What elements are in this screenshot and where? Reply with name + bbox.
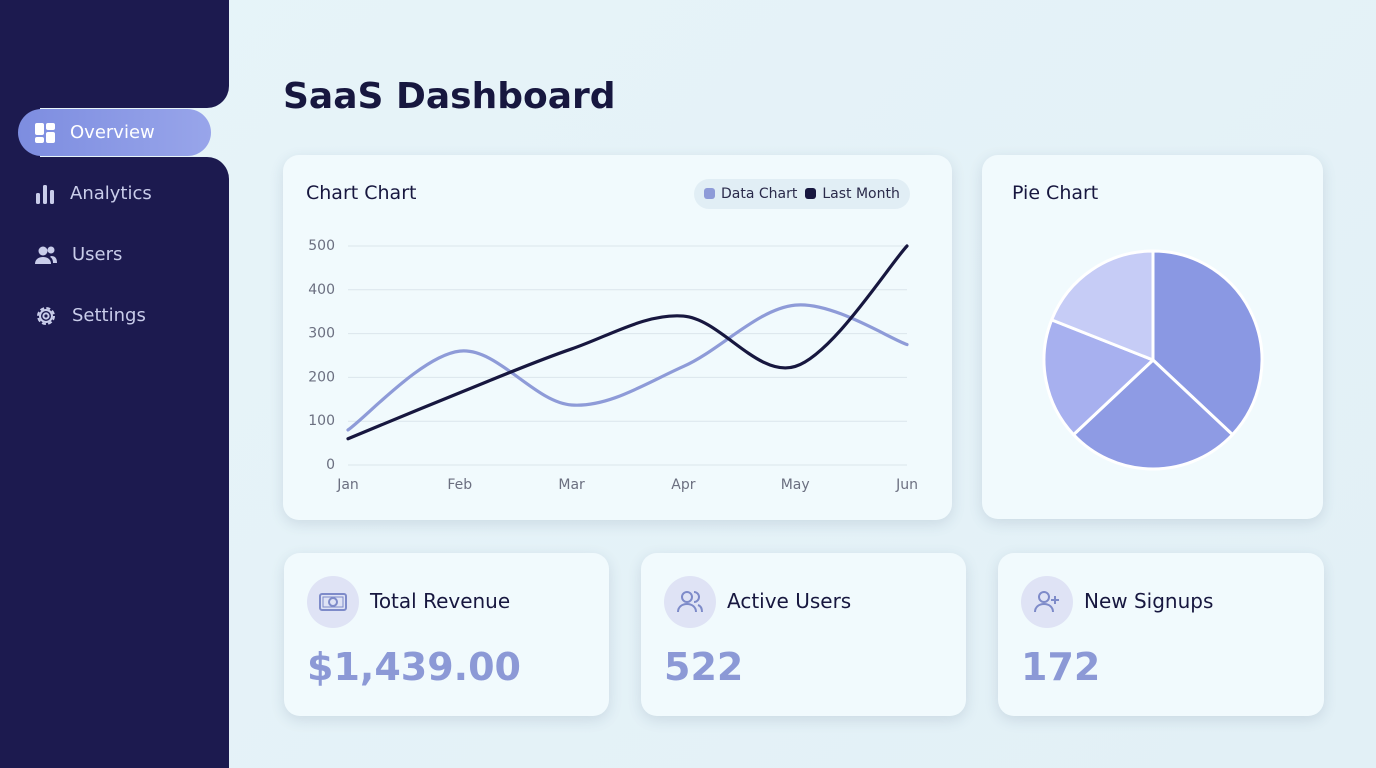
- icon: [37, 306, 55, 325]
- nav-item[interactable]: Users: [18, 231, 211, 278]
- page-title: SaaS Dashboard: [283, 76, 616, 117]
- x-tick-label: May: [781, 477, 810, 493]
- line-series: [346, 303, 909, 432]
- nav-label: Users: [72, 244, 123, 265]
- line-chart: 0 100 200 300 400 500 Jan Feb Mar Apr May Jun: [308, 238, 918, 493]
- stat-icon: [307, 576, 359, 628]
- pie-slice: [1151, 249, 1264, 437]
- legend-item: Last Month: [805, 186, 900, 202]
- pie-slice: [1072, 358, 1234, 471]
- line-chart-card: Chart Chart Data Chart Last Month 0 100 200…: [283, 155, 952, 520]
- stat-card: Total Revenue $1,439.00: [284, 553, 609, 716]
- y-tick-label: 400: [308, 282, 335, 298]
- x-tick-label: Jan: [336, 477, 359, 493]
- stat-card: New Signups 172: [998, 553, 1324, 716]
- line-series: [346, 244, 909, 441]
- x-tick-label: Apr: [671, 477, 695, 493]
- y-tick-label: 100: [308, 413, 335, 429]
- pie-slice: [1042, 318, 1155, 437]
- stat-label: Total Revenue: [370, 589, 511, 613]
- icon: [35, 122, 55, 143]
- nav-item[interactable]: Overview: [18, 109, 211, 156]
- y-tick-label: 0: [326, 457, 335, 473]
- sidebar: [0, 0, 229, 108]
- stat-value: 522: [664, 645, 744, 689]
- nav-label: Settings: [72, 305, 146, 326]
- stat-label: New Signups: [1084, 589, 1214, 613]
- x-tick-label: Mar: [558, 477, 585, 493]
- y-tick-label: 500: [308, 238, 335, 254]
- legend-label: Last Month: [822, 186, 900, 202]
- stat-value: $1,439.00: [307, 645, 521, 689]
- pie-slice: [1050, 249, 1155, 362]
- x-tick-label: Feb: [447, 477, 472, 493]
- stat-value: 172: [1021, 645, 1101, 689]
- x-tick-label: Jun: [895, 477, 918, 493]
- icon: [35, 246, 57, 264]
- nav-item[interactable]: Settings: [18, 292, 211, 339]
- stat-label: Active Users: [727, 589, 852, 613]
- stat-icon: [664, 576, 716, 628]
- legend-swatch: [704, 188, 715, 199]
- nav-label: Overview: [70, 122, 155, 143]
- y-tick-label: 200: [308, 369, 335, 385]
- chart-title: Chart Chart: [306, 182, 417, 204]
- pie-chart-card: Pie Chart: [982, 155, 1323, 519]
- chart-title: Pie Chart: [1012, 182, 1099, 204]
- icon: [36, 184, 54, 204]
- legend-swatch: [805, 188, 817, 199]
- stat-card: Active Users 522: [641, 553, 966, 716]
- legend-item: Data Chart: [704, 186, 797, 202]
- nav-item[interactable]: Analytics: [18, 170, 211, 217]
- y-tick-label: 300: [308, 326, 335, 342]
- legend: Data Chart Last Month: [694, 179, 910, 209]
- stat-icon: [1021, 576, 1073, 628]
- nav-label: Analytics: [70, 183, 152, 204]
- legend-label: Data Chart: [721, 186, 798, 202]
- pie-chart: [1042, 249, 1264, 471]
